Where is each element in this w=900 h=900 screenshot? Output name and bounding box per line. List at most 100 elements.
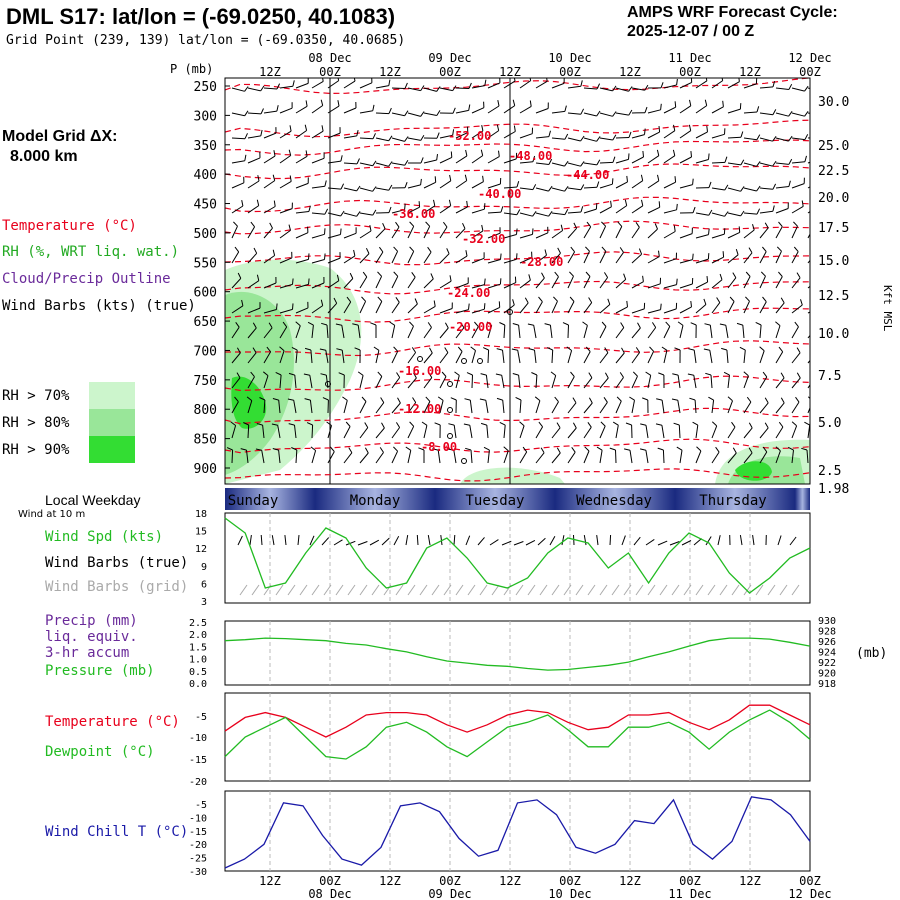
wind-barb xyxy=(534,396,541,414)
wind-barb xyxy=(407,178,422,189)
true-wind-barb xyxy=(271,535,275,546)
wind-barb xyxy=(304,347,313,364)
temperature-contour-label: -20.00 xyxy=(449,320,492,334)
wind-barb xyxy=(327,127,341,139)
grid-wind-barb xyxy=(659,584,668,596)
wind-barb xyxy=(272,398,281,414)
wind-barb xyxy=(551,105,567,114)
wind-barb xyxy=(480,373,489,389)
wind-barb xyxy=(407,321,414,339)
temperature-contour xyxy=(225,468,810,482)
true-wind-barb xyxy=(681,540,692,546)
wind-barb xyxy=(439,107,456,114)
wind-barb xyxy=(327,100,340,114)
height-tick: 15.0 xyxy=(818,254,849,269)
wind-barb xyxy=(247,108,264,115)
wind-barb xyxy=(263,346,272,364)
calm-wind-marker xyxy=(447,433,453,439)
wind-barb xyxy=(295,124,308,139)
wind-barb xyxy=(439,174,452,189)
wind-barb xyxy=(801,447,809,464)
wind-barb xyxy=(423,110,441,116)
wind-barb xyxy=(535,185,553,192)
calm-wind-marker xyxy=(477,358,483,364)
wind-barb xyxy=(439,248,450,264)
wind-barb xyxy=(480,422,489,439)
wind-barb xyxy=(375,107,392,115)
wind-barb xyxy=(279,278,294,289)
pressure-tick: 300 xyxy=(194,109,217,124)
pressure-tick: 750 xyxy=(194,374,217,389)
dewpoint-line xyxy=(224,709,811,760)
wind-barb xyxy=(247,85,265,92)
calm-wind-marker xyxy=(447,407,453,413)
wind-barb xyxy=(437,396,444,414)
wind-barb xyxy=(791,85,809,92)
wind-barb xyxy=(343,78,356,89)
wind-barb xyxy=(455,149,468,164)
wind-barb xyxy=(231,133,248,140)
pressure-unit-label: (mb) xyxy=(856,646,887,661)
wind-barb xyxy=(375,371,383,389)
height-tick: 10.0 xyxy=(818,327,849,342)
wind-barb xyxy=(519,100,532,114)
wind-barb xyxy=(807,359,810,364)
wind-barb xyxy=(343,129,359,139)
wind-barb xyxy=(705,372,713,389)
wind-barb xyxy=(775,346,784,364)
wind-barb xyxy=(359,186,377,192)
wind-barb xyxy=(647,149,660,164)
wind-barb xyxy=(711,421,718,439)
wind-barb xyxy=(562,322,569,339)
wind-barb xyxy=(231,110,249,117)
wind-barb xyxy=(647,126,661,139)
temperature-contour xyxy=(225,163,810,180)
wind-barb xyxy=(357,371,364,389)
wind-barb xyxy=(503,209,521,216)
temperature-line xyxy=(224,704,811,738)
panel-frame xyxy=(224,620,811,686)
wind-barb xyxy=(775,111,793,117)
wind-barb xyxy=(295,205,311,214)
wind-barb xyxy=(322,397,329,414)
true-wind-barb xyxy=(477,537,485,546)
bottom-time-tick: 00Z xyxy=(319,874,341,888)
wind-barb xyxy=(503,446,509,464)
wind-barb xyxy=(247,151,261,164)
wind-barb xyxy=(389,321,396,339)
wind-barb xyxy=(311,299,324,314)
wind-barb xyxy=(583,346,591,364)
wind-barb xyxy=(807,222,810,239)
wind-barb xyxy=(743,247,753,264)
wind-barb xyxy=(311,99,324,114)
temperature-contour-label: -36.00 xyxy=(392,207,435,221)
wind-barb xyxy=(775,158,793,165)
wind-barb xyxy=(527,323,537,339)
wind-barb xyxy=(359,296,367,314)
wind-barb xyxy=(719,323,729,339)
wind-barb xyxy=(487,177,502,189)
wind-barb xyxy=(727,131,744,139)
wind-barb xyxy=(679,78,693,89)
wind-barb xyxy=(791,372,801,389)
wind-barb xyxy=(759,222,769,239)
bottom-time-tick: 12Z xyxy=(499,874,521,888)
wind-barb xyxy=(775,135,793,142)
wind-barb xyxy=(807,334,810,339)
grid-wind-barb xyxy=(539,584,548,596)
wind-barb xyxy=(759,205,775,214)
wind-barb xyxy=(439,322,449,339)
temperature-contour-label: -44.00 xyxy=(566,168,609,182)
local-weekday-label: Local Weekday xyxy=(45,492,141,508)
dewpoint-label: Dewpoint (°C) xyxy=(45,744,155,760)
temperature-contour xyxy=(225,78,810,95)
wind-barb xyxy=(519,251,533,264)
grid-wind-barb xyxy=(275,584,284,596)
wind-barb xyxy=(359,247,370,264)
grid-wind-barb xyxy=(635,584,644,596)
wind-barb xyxy=(695,253,710,264)
grid-wind-barb xyxy=(563,584,572,596)
wind-barb xyxy=(432,448,441,464)
wind-barb xyxy=(567,108,585,115)
bottom-date-label: 11 Dec xyxy=(668,887,711,900)
